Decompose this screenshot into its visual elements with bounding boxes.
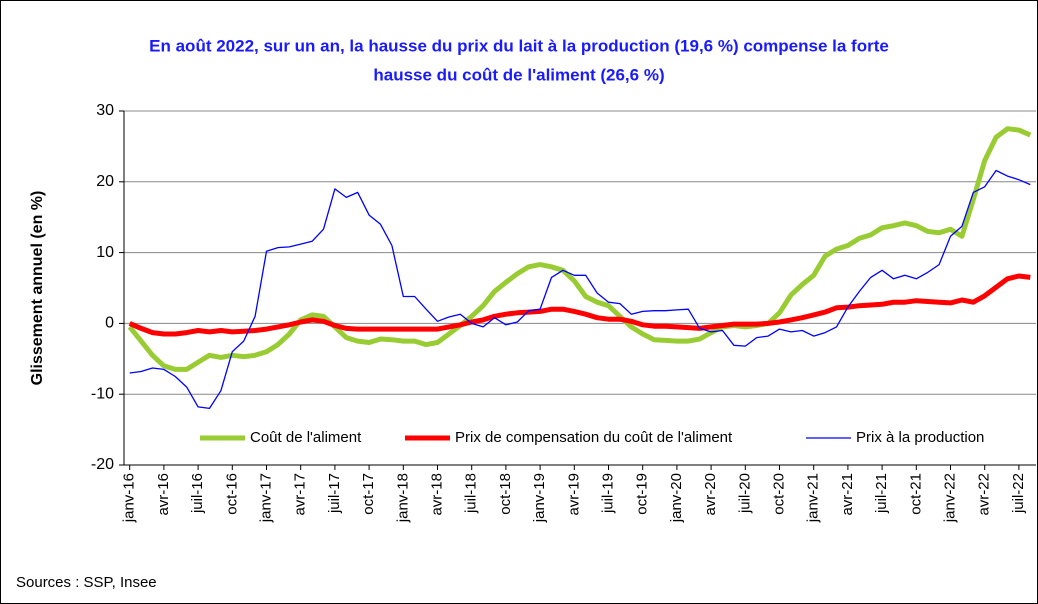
- x-tick-label: janv-19: [531, 473, 548, 523]
- x-tick-label: juil-21: [873, 473, 890, 514]
- x-tick-label: juil-18: [463, 473, 480, 514]
- x-tick-label: juil-20: [736, 473, 753, 514]
- x-tick-label: avr-22: [976, 473, 993, 516]
- y-axis-label: Glissement annuel (en %): [29, 191, 46, 386]
- x-tick-label: janv-17: [257, 473, 274, 523]
- x-tick-label: oct-19: [634, 473, 651, 515]
- x-tick-label: oct-20: [770, 473, 787, 515]
- x-tick-label: oct-18: [497, 473, 514, 515]
- x-tick-label: janv-20: [668, 473, 685, 523]
- series-line: [128, 273, 1031, 337]
- x-tick-label: oct-21: [907, 473, 924, 515]
- source: Sources : SSP, Insee: [16, 574, 157, 591]
- series-line: [129, 169, 1031, 410]
- x-tick-label: janv-16: [121, 473, 138, 523]
- y-tick-label: 20: [96, 173, 114, 190]
- x-tick-label: avr-16: [155, 473, 172, 516]
- x-tick-label: oct-16: [223, 473, 240, 515]
- x-tick-label: juil-19: [599, 473, 616, 514]
- y-tick-label: -20: [91, 456, 114, 473]
- legend-label: Prix de compensation du coût de l'alimen…: [455, 429, 733, 446]
- x-tick-label: janv-21: [805, 473, 822, 523]
- legend-label: Prix à la production: [856, 429, 984, 446]
- y-tick-label: 10: [96, 244, 114, 261]
- x-tick-label: juil-22: [1010, 473, 1027, 514]
- x-tick-label: oct-17: [360, 473, 377, 515]
- series-line: [127, 126, 1032, 372]
- y-tick-label: -10: [91, 385, 114, 402]
- chart-title: En août 2022, sur un an, la hausse du pr…: [149, 36, 889, 55]
- y-tick-label: 0: [105, 315, 114, 332]
- x-tick-label: avr-20: [702, 473, 719, 516]
- x-tick-label: avr-21: [839, 473, 856, 516]
- legend-label: Coût de l'aliment: [250, 429, 362, 446]
- x-tick-label: juil-16: [189, 473, 206, 514]
- x-tick-label: avr-17: [292, 473, 309, 516]
- x-tick-label: janv-22: [941, 473, 958, 523]
- x-tick-label: avr-18: [428, 473, 445, 516]
- x-tick-label: juil-17: [326, 473, 343, 514]
- x-tick-label: avr-19: [565, 473, 582, 516]
- y-tick-label: 30: [96, 102, 114, 119]
- x-tick-label: janv-18: [394, 473, 411, 523]
- chart-title: hausse du coût de l'aliment (26,6 %): [373, 65, 664, 84]
